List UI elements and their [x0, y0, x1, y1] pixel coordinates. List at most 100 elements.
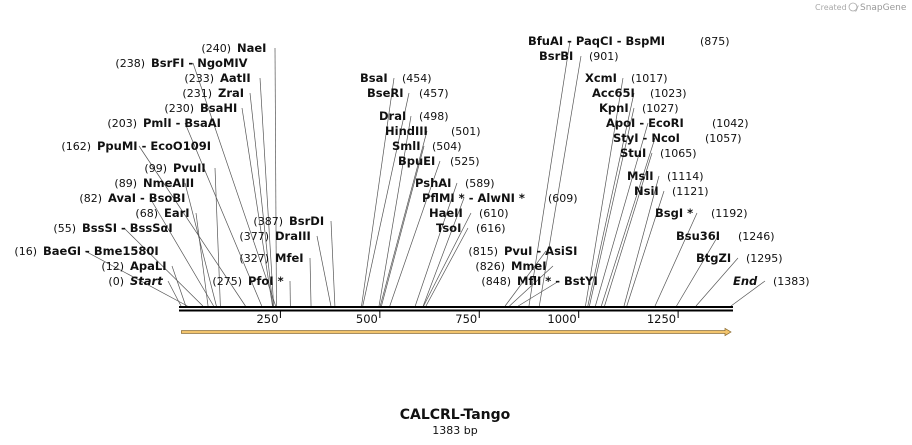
site-bsu36i: Bsu36I (1246) — [676, 229, 775, 307]
site-connector-mmei — [509, 265, 554, 307]
site-label-bsahi: BsaHI — [200, 101, 237, 115]
site-connector-baegi-bme1580i — [84, 250, 188, 307]
site-label-stui: StuI — [620, 146, 646, 160]
site-label-msli: MslI — [627, 169, 654, 183]
site-label-drai: DraI — [379, 109, 406, 123]
site-position-bsssi-bsss-i: (55) — [53, 222, 76, 235]
site-label-avai-bsobi: AvaI - BsoBI — [108, 191, 185, 205]
site-position-btgzi: (1295) — [746, 252, 783, 265]
site-bfuai-paqci-bspmi: BfuAI - PaqCI - BspMI (875) — [528, 34, 730, 307]
site-styi-ncoi: StyI - NcoI (1057) — [601, 131, 742, 307]
site-connector-end — [730, 280, 766, 307]
site-position-start: (0) — [108, 275, 124, 288]
site-nsii: NsiI (1121) — [626, 184, 709, 307]
site-position-nmeaiii: (89) — [114, 177, 137, 190]
site-label-apoi-ecori: ApoI - EcoRI — [606, 116, 684, 130]
site-connector-hindiii — [379, 130, 428, 307]
site-connector-acc65i — [587, 92, 635, 307]
site-label-styi-ncoi: StyI - NcoI — [613, 131, 680, 145]
axis-tick-label-500: 500 — [356, 312, 378, 326]
site-connector-bsssi-bsss-i — [123, 227, 204, 307]
site-pflmi-star-alwni-star: PflMI * - AlwNI * (609) — [422, 191, 578, 307]
site-pvui-asisi: PvuI - AsiSI (815) — [468, 244, 577, 307]
site-connector-avai-bsobi — [149, 197, 214, 307]
site-pvuii: PvuII (99) — [144, 161, 221, 307]
site-position-naei: (240) — [201, 42, 231, 55]
site-position-xcmi: (1017) — [631, 72, 668, 85]
site-bsrdi: BsrDI (387) — [253, 214, 336, 307]
site-connector-pvui-asisi — [504, 250, 547, 307]
site-position-pshai: (589) — [465, 177, 495, 190]
site-connector-bsrdi — [330, 220, 336, 307]
site-label-end: End — [733, 274, 758, 288]
site-label-pshai: PshAI — [415, 176, 451, 190]
site-connector-xcmi — [585, 77, 624, 307]
site-mmei: MmeI (826) — [475, 259, 554, 307]
site-apoi-ecori: ApoI - EcoRI (1042) — [595, 116, 749, 307]
site-label-haeii: HaeII — [429, 206, 463, 220]
site-label-mfei: MfeI — [275, 251, 304, 265]
site-label-bsssi-bsss-i: BssSI - BssSαI — [82, 221, 173, 235]
site-label-pvuii: PvuII — [173, 161, 206, 175]
site-xcmi: XcmI (1017) — [585, 71, 668, 307]
site-position-ppumi-ecoo109i: (162) — [61, 140, 91, 153]
site-position-bsai: (454) — [402, 72, 432, 85]
site-position-msli: (1114) — [667, 170, 704, 183]
axis-tick-label-250: 250 — [256, 312, 278, 326]
site-draiii: DraIII (377) — [239, 229, 332, 307]
site-connector-smli — [381, 145, 425, 307]
site-bsai: BsaI (454) — [360, 71, 432, 307]
site-position-bsrfi-ngomiv: (238) — [115, 57, 145, 70]
site-position-eari: (68) — [135, 207, 158, 220]
site-label-hindiii: HindIII — [385, 124, 428, 138]
site-label-bsrfi-ngomiv: BsrFI - NgoMIV — [151, 56, 248, 70]
site-position-end: (1383) — [773, 275, 810, 288]
site-label-pflmi-star-alwni-star: PflMI * - AlwNI * — [422, 191, 525, 205]
site-label-bsgi-star: BsgI * — [655, 206, 693, 220]
sequence-length: 1383 bp — [432, 424, 477, 437]
site-connector-pflmi-star-alwni-star — [422, 197, 465, 307]
site-acc65i: Acc65I (1023) — [587, 86, 687, 307]
axis-tick-label-1250: 1250 — [647, 312, 676, 326]
site-label-btgzi: BtgZI — [696, 251, 731, 265]
snapgene-logo-icon — [848, 2, 858, 12]
sites-layer: NaeI(240)BsrFI - NgoMIV(238)AatII(233)Zr… — [14, 34, 810, 307]
site-connector-drai — [378, 115, 412, 307]
site-position-kpni: (1027) — [642, 102, 679, 115]
site-bsrbi: BsrBI (901) — [538, 49, 619, 307]
site-position-pvui-asisi: (815) — [468, 245, 498, 258]
site-label-smli: SmlI — [392, 139, 421, 153]
site-bsssi-bsss-i: BssSI - BssSαI (55) — [53, 221, 204, 307]
site-position-acc65i: (1023) — [650, 87, 687, 100]
site-connector-mfei — [309, 257, 312, 307]
site-connector-bsu36i — [676, 235, 719, 307]
site-position-bsu36i: (1246) — [738, 230, 775, 243]
site-position-apoi-ecori: (1042) — [712, 117, 749, 130]
site-position-bsgi-star: (1192) — [711, 207, 748, 220]
site-label-start: Start — [130, 274, 163, 288]
site-connector-zrai — [249, 92, 274, 307]
site-aatii: AatII (233) — [184, 71, 275, 307]
site-position-pflmi-star-alwni-star: (609) — [548, 192, 578, 205]
site-connector-styi-ncoi — [601, 137, 656, 307]
site-bpuei: BpuEI (525) — [389, 154, 480, 307]
site-position-drai: (498) — [419, 110, 449, 123]
site-eari: EarI (68) — [135, 206, 209, 307]
site-position-bsahi: (230) — [164, 102, 194, 115]
site-position-haeii: (610) — [479, 207, 509, 220]
site-position-zrai: (231) — [182, 87, 212, 100]
site-position-bsrdi: (387) — [253, 215, 283, 228]
site-connector-bsahi — [241, 107, 273, 307]
site-position-stui: (1065) — [660, 147, 697, 160]
site-mfli-star-bstyi: MflI * - BstYI (848) — [481, 274, 598, 307]
site-tsoi: TsoI (616) — [425, 221, 506, 307]
site-label-bfuai-paqci-bspmi: BfuAI - PaqCI - BspMI — [528, 34, 665, 48]
site-position-mfei: (327) — [239, 252, 269, 265]
site-position-mfli-star-bstyi: (848) — [481, 275, 511, 288]
site-connector-tsoi — [425, 227, 469, 307]
site-apali: ApaLI (12) — [101, 259, 187, 307]
site-pmli-bsaai: PmlI - BsaAI (203) — [107, 116, 263, 307]
site-position-mmei: (826) — [475, 260, 505, 273]
site-position-pfoi-star: (275) — [212, 275, 242, 288]
site-end: End (1383) — [730, 274, 810, 307]
